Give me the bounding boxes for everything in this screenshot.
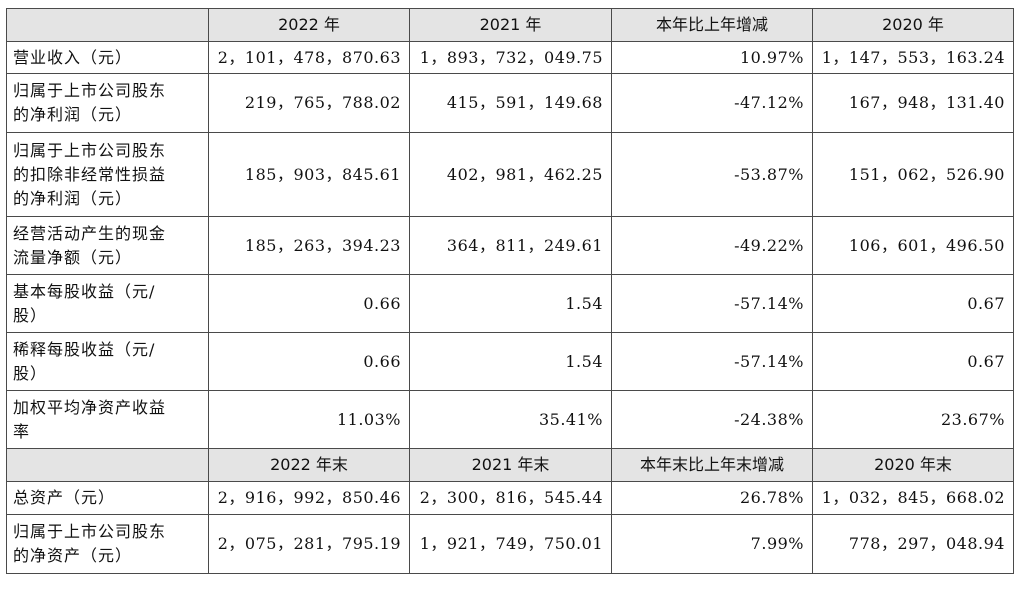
- header-col-2022: 2022 年: [208, 8, 410, 42]
- value-change: -57.14%: [611, 274, 813, 333]
- value-2021: 1，893，732，049.75: [409, 41, 612, 74]
- header-col-2021: 2021 年: [409, 8, 612, 42]
- row-label-line: 营业收入（元）: [13, 47, 133, 67]
- table-row-net-assets: 归属于上市公司股东 的净资产（元） 2，075，281，795.19 1，921，…: [6, 514, 1014, 574]
- row-label-line: 加权平均净资产收益: [13, 397, 167, 417]
- row-label: 营业收入（元）: [6, 41, 209, 74]
- row-label: 归属于上市公司股东 的扣除非经常性损益 的净利润（元）: [6, 132, 209, 217]
- row-label-line: 归属于上市公司股东: [13, 140, 167, 160]
- value-2021-end: 2，300，816，545.44: [409, 481, 612, 515]
- value-2020-end: 1，032，845，668.02: [812, 481, 1014, 515]
- value-2022: 2，101，478，870.63: [208, 41, 410, 74]
- table-row-deducted-net-profit: 归属于上市公司股东 的扣除非经常性损益 的净利润（元） 185，903，845.61…: [6, 132, 1014, 217]
- header-col-change-end: 本年末比上年末增减: [611, 448, 813, 482]
- value-2021-end: 1，921，749，750.01: [409, 514, 612, 574]
- row-label-line: 稀释每股收益（元/: [13, 339, 156, 359]
- value-change-end: 7.99%: [611, 514, 813, 574]
- value-2021: 1.54: [409, 332, 612, 391]
- value-2020: 0.67: [812, 274, 1014, 333]
- value-change: -47.12%: [611, 73, 813, 133]
- financial-summary-table: 2022 年 2021 年 本年比上年增减 2020 年 营业收入（元） 2，1…: [6, 8, 1014, 574]
- value-change: -57.14%: [611, 332, 813, 391]
- value-2021: 364，811，249.61: [409, 216, 612, 275]
- header-corner-cell: [6, 448, 209, 482]
- header-col-2021-end: 2021 年末: [409, 448, 612, 482]
- table-row-operating-cash-flow: 经营活动产生的现金 流量净额（元） 185，263，394.23 364，811，…: [6, 216, 1014, 275]
- row-label-line: 的净利润（元）: [13, 188, 133, 208]
- value-2021: 402，981，462.25: [409, 132, 612, 217]
- value-2021: 415，591，149.68: [409, 73, 612, 133]
- row-label: 基本每股收益（元/股）: [6, 274, 209, 333]
- row-label-line: 经营活动产生的现金: [13, 223, 167, 243]
- header-col-2020-end: 2020 年末: [812, 448, 1014, 482]
- row-label-line: 总资产（元）: [13, 488, 116, 507]
- table-row-roe: 加权平均净资产收益率 11.03% 35.41% -24.38% 23.67%: [6, 390, 1014, 449]
- value-2020: 151，062，526.90: [812, 132, 1014, 217]
- value-change: 10.97%: [611, 41, 813, 74]
- table-row-basic-eps: 基本每股收益（元/股） 0.66 1.54 -57.14% 0.67: [6, 274, 1014, 333]
- value-2020: 106，601，496.50: [812, 216, 1014, 275]
- value-2022: 0.66: [208, 274, 410, 333]
- row-label-line: 股）: [13, 363, 48, 383]
- value-2020: 23.67%: [812, 390, 1014, 449]
- header-corner-cell: [6, 8, 209, 42]
- row-label-line: 股）: [13, 305, 48, 325]
- row-label-line: 归属于上市公司股东: [13, 81, 167, 100]
- table-row-revenue: 营业收入（元） 2，101，478，870.63 1，893，732，049.7…: [6, 41, 1014, 74]
- value-2022-end: 2，916，992，850.46: [208, 481, 410, 515]
- header-col-2022-end: 2022 年末: [208, 448, 410, 482]
- row-label: 经营活动产生的现金 流量净额（元）: [6, 216, 209, 275]
- row-label: 归属于上市公司股东 的净利润（元）: [6, 73, 209, 133]
- value-2020: 167，948，131.40: [812, 73, 1014, 133]
- value-2021: 35.41%: [409, 390, 612, 449]
- value-2020-end: 778，297，048.94: [812, 514, 1014, 574]
- header-row-annual: 2022 年 2021 年 本年比上年增减 2020 年: [6, 8, 1014, 42]
- row-label: 总资产（元）: [6, 481, 209, 515]
- value-2022: 185，263，394.23: [208, 216, 410, 275]
- value-change-end: 26.78%: [611, 481, 813, 515]
- row-label-line: 流量净额（元）: [13, 247, 133, 267]
- header-col-2020: 2020 年: [812, 8, 1014, 42]
- row-label: 稀释每股收益（元/股）: [6, 332, 209, 391]
- row-label-line: 归属于上市公司股东: [13, 522, 167, 541]
- value-2021: 1.54: [409, 274, 612, 333]
- value-2022: 185，903，845.61: [208, 132, 410, 217]
- value-2022-end: 2，075，281，795.19: [208, 514, 410, 574]
- value-change: -53.87%: [611, 132, 813, 217]
- row-label-line: 的净资产（元）: [13, 546, 133, 565]
- value-2022: 0.66: [208, 332, 410, 391]
- row-label-line: 率: [13, 421, 31, 441]
- table-row-total-assets: 总资产（元） 2，916，992，850.46 2，300，816，545.44…: [6, 481, 1014, 515]
- header-col-change: 本年比上年增减: [611, 8, 813, 42]
- value-2022: 219，765，788.02: [208, 73, 410, 133]
- row-label-line: 的净利润（元）: [13, 105, 133, 124]
- value-change: -49.22%: [611, 216, 813, 275]
- table-row-net-profit: 归属于上市公司股东 的净利润（元） 219，765，788.02 415，591，…: [6, 73, 1014, 133]
- value-2020: 0.67: [812, 332, 1014, 391]
- value-change: -24.38%: [611, 390, 813, 449]
- row-label: 加权平均净资产收益率: [6, 390, 209, 449]
- row-label-line: 基本每股收益（元/: [13, 281, 156, 301]
- value-2022: 11.03%: [208, 390, 410, 449]
- header-row-year-end: 2022 年末 2021 年末 本年末比上年末增减 2020 年末: [6, 448, 1014, 482]
- row-label-line: 的扣除非经常性损益: [13, 164, 167, 184]
- table-row-diluted-eps: 稀释每股收益（元/股） 0.66 1.54 -57.14% 0.67: [6, 332, 1014, 391]
- row-label: 归属于上市公司股东 的净资产（元）: [6, 514, 209, 574]
- value-2020: 1，147，553，163.24: [812, 41, 1014, 74]
